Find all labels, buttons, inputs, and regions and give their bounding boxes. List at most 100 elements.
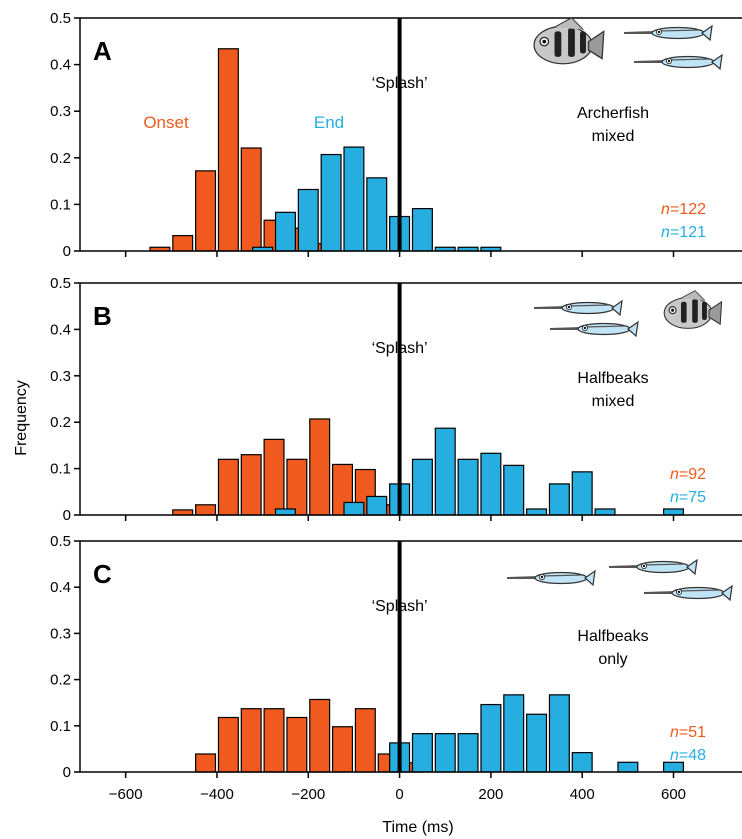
panel-b-ytick-label: 0.5 — [50, 275, 71, 292]
archerfish-icon — [663, 290, 723, 329]
end-label: End — [314, 113, 344, 132]
panel-a-end-bar — [366, 177, 388, 252]
panel-c-onset-bar — [354, 708, 376, 773]
onset-label: Onset — [143, 113, 189, 132]
panel-b: 0 0.1 0.2 0.3 0.4 0.5 ‘Splash’ B Halfbeaks mixed n… — [50, 275, 742, 524]
xtick-label: 0 — [395, 786, 403, 803]
halfbeak-icon — [534, 299, 623, 317]
panel-c-letter: C — [93, 559, 112, 589]
panel-c-end-bar — [526, 713, 548, 773]
panel-c-onset-bar — [309, 698, 331, 773]
panel-b-end-bar — [457, 458, 479, 516]
panel-a-n-onset: n=122 — [661, 201, 706, 218]
panel-c-subject-label: Halfbeaks — [577, 628, 648, 645]
panel-c-subject-label: only — [598, 651, 627, 668]
panel-b-onset-bar — [240, 454, 262, 516]
panel-b-onset-bar — [286, 458, 308, 516]
panel-b-ytick-label: 0 — [63, 507, 71, 524]
panel-b-onset-bar — [195, 504, 217, 516]
panel-a-end-bar — [274, 211, 296, 252]
panel-a-ytick-label: 0.1 — [50, 196, 71, 213]
y-axis-label: Frequency — [13, 380, 30, 456]
panel-c-ytick-label: 0.1 — [50, 718, 71, 735]
panel-c-onset-bar — [332, 726, 354, 773]
panel-a-ytick-label: 0 — [63, 243, 71, 260]
panel-c-end-bar — [434, 733, 456, 773]
panel-b-end-bar — [526, 508, 548, 516]
panel-b-end-bar — [571, 471, 593, 516]
panel-b-ytick-label: 0.3 — [50, 368, 71, 385]
panel-c-ytick-label: 0.3 — [50, 625, 71, 642]
panel-a-letter: A — [93, 36, 112, 66]
halfbeak-icon — [634, 53, 723, 71]
halfbeak-icon — [609, 558, 698, 576]
xtick-label: 400 — [570, 786, 595, 803]
panel-b-end-bar — [434, 427, 456, 516]
panel-c-onset-bar — [263, 708, 285, 773]
panel-a-ytick-label: 0.5 — [50, 10, 71, 27]
xtick-label: −200 — [291, 786, 325, 803]
panel-c-end-bar — [503, 694, 525, 773]
panel-a-onset-bar — [217, 48, 239, 252]
x-axis-label: Time (ms) — [382, 819, 453, 836]
panel-a-onset-bar — [240, 147, 262, 252]
panel-a-onset-bar — [195, 170, 217, 252]
panel-a-n-end: n=121 — [661, 224, 706, 241]
panel-a-subject-label: Archerfish — [577, 105, 649, 122]
panel-b-end-bar — [480, 452, 502, 516]
panel-b-ytick-label: 0.4 — [50, 321, 71, 338]
panel-c-onset-bar — [195, 753, 217, 773]
panel-c-n-end: n=48 — [670, 747, 706, 764]
panel-c-ytick-label: 0.5 — [50, 533, 71, 550]
panels: 0 0.1 0.2 0.3 0.4 0.5 ‘Splash’ A Onset End Archerf… — [50, 10, 742, 803]
panel-b-subject-label: Halfbeaks — [577, 370, 648, 387]
panel-b-end-bar — [548, 483, 570, 516]
panel-c-end-bar — [571, 751, 593, 773]
panel-a-end-bar — [343, 146, 365, 252]
halfbeak-icon — [644, 584, 733, 602]
panel-b-ytick-label: 0.2 — [50, 414, 71, 431]
panel-b-onset-bar — [172, 509, 194, 516]
panel-a: 0 0.1 0.2 0.3 0.4 0.5 ‘Splash’ A Onset End Archerf… — [50, 10, 742, 260]
panel-a-end-bar — [411, 207, 433, 252]
panel-b-onset-bar — [263, 438, 285, 516]
panel-c: 0 0.1 0.2 0.3 0.4 0.5 −600 −400 −200 0 200 400 600 ‘S… — [50, 533, 742, 803]
halfbeak-icon — [550, 320, 639, 338]
panel-b-ytick-label: 0.1 — [50, 461, 71, 478]
panel-a-subject-label: mixed — [592, 128, 635, 145]
panel-a-ytick-label: 0.2 — [50, 150, 71, 167]
panel-c-n-onset: n=51 — [670, 724, 706, 741]
panel-c-splash-label: ‘Splash’ — [372, 598, 428, 615]
halfbeak-icon — [624, 24, 713, 42]
panel-c-ytick-label: 0 — [63, 764, 71, 781]
xtick-label: 200 — [478, 786, 503, 803]
panel-a-splash-label: ‘Splash’ — [372, 75, 428, 92]
panel-a-onset-bar — [172, 235, 194, 252]
xtick-label: −600 — [109, 786, 143, 803]
xtick-label: 600 — [661, 786, 686, 803]
panel-b-onset-bar — [309, 418, 331, 516]
panel-c-onset-bar — [240, 708, 262, 773]
panel-c-onset-bar — [286, 716, 308, 773]
panel-a-end-bar — [297, 188, 319, 252]
panel-b-end-bar — [594, 508, 616, 516]
panel-c-end-bar — [548, 694, 570, 773]
panel-b-end-bar — [366, 495, 388, 516]
panel-b-end-bar — [663, 508, 685, 516]
panel-b-end-bar — [274, 508, 296, 516]
panel-c-onset-bar — [217, 716, 239, 773]
halfbeak-icon — [507, 569, 596, 587]
panel-b-end-bar — [503, 464, 525, 516]
panel-b-splash-label: ‘Splash’ — [372, 340, 428, 357]
panel-c-end-bar — [457, 733, 479, 773]
panel-c-end-bar — [617, 761, 639, 773]
panel-b-n-onset: n=92 — [670, 466, 706, 483]
panel-b-end-bar — [411, 458, 433, 516]
panel-a-ytick-label: 0.4 — [50, 57, 71, 74]
panel-a-end-bar — [320, 153, 342, 252]
xtick-label: −400 — [200, 786, 234, 803]
panel-b-subject-label: mixed — [592, 393, 635, 410]
panel-b-n-end: n=75 — [670, 489, 706, 506]
archerfish-icon — [533, 17, 605, 65]
